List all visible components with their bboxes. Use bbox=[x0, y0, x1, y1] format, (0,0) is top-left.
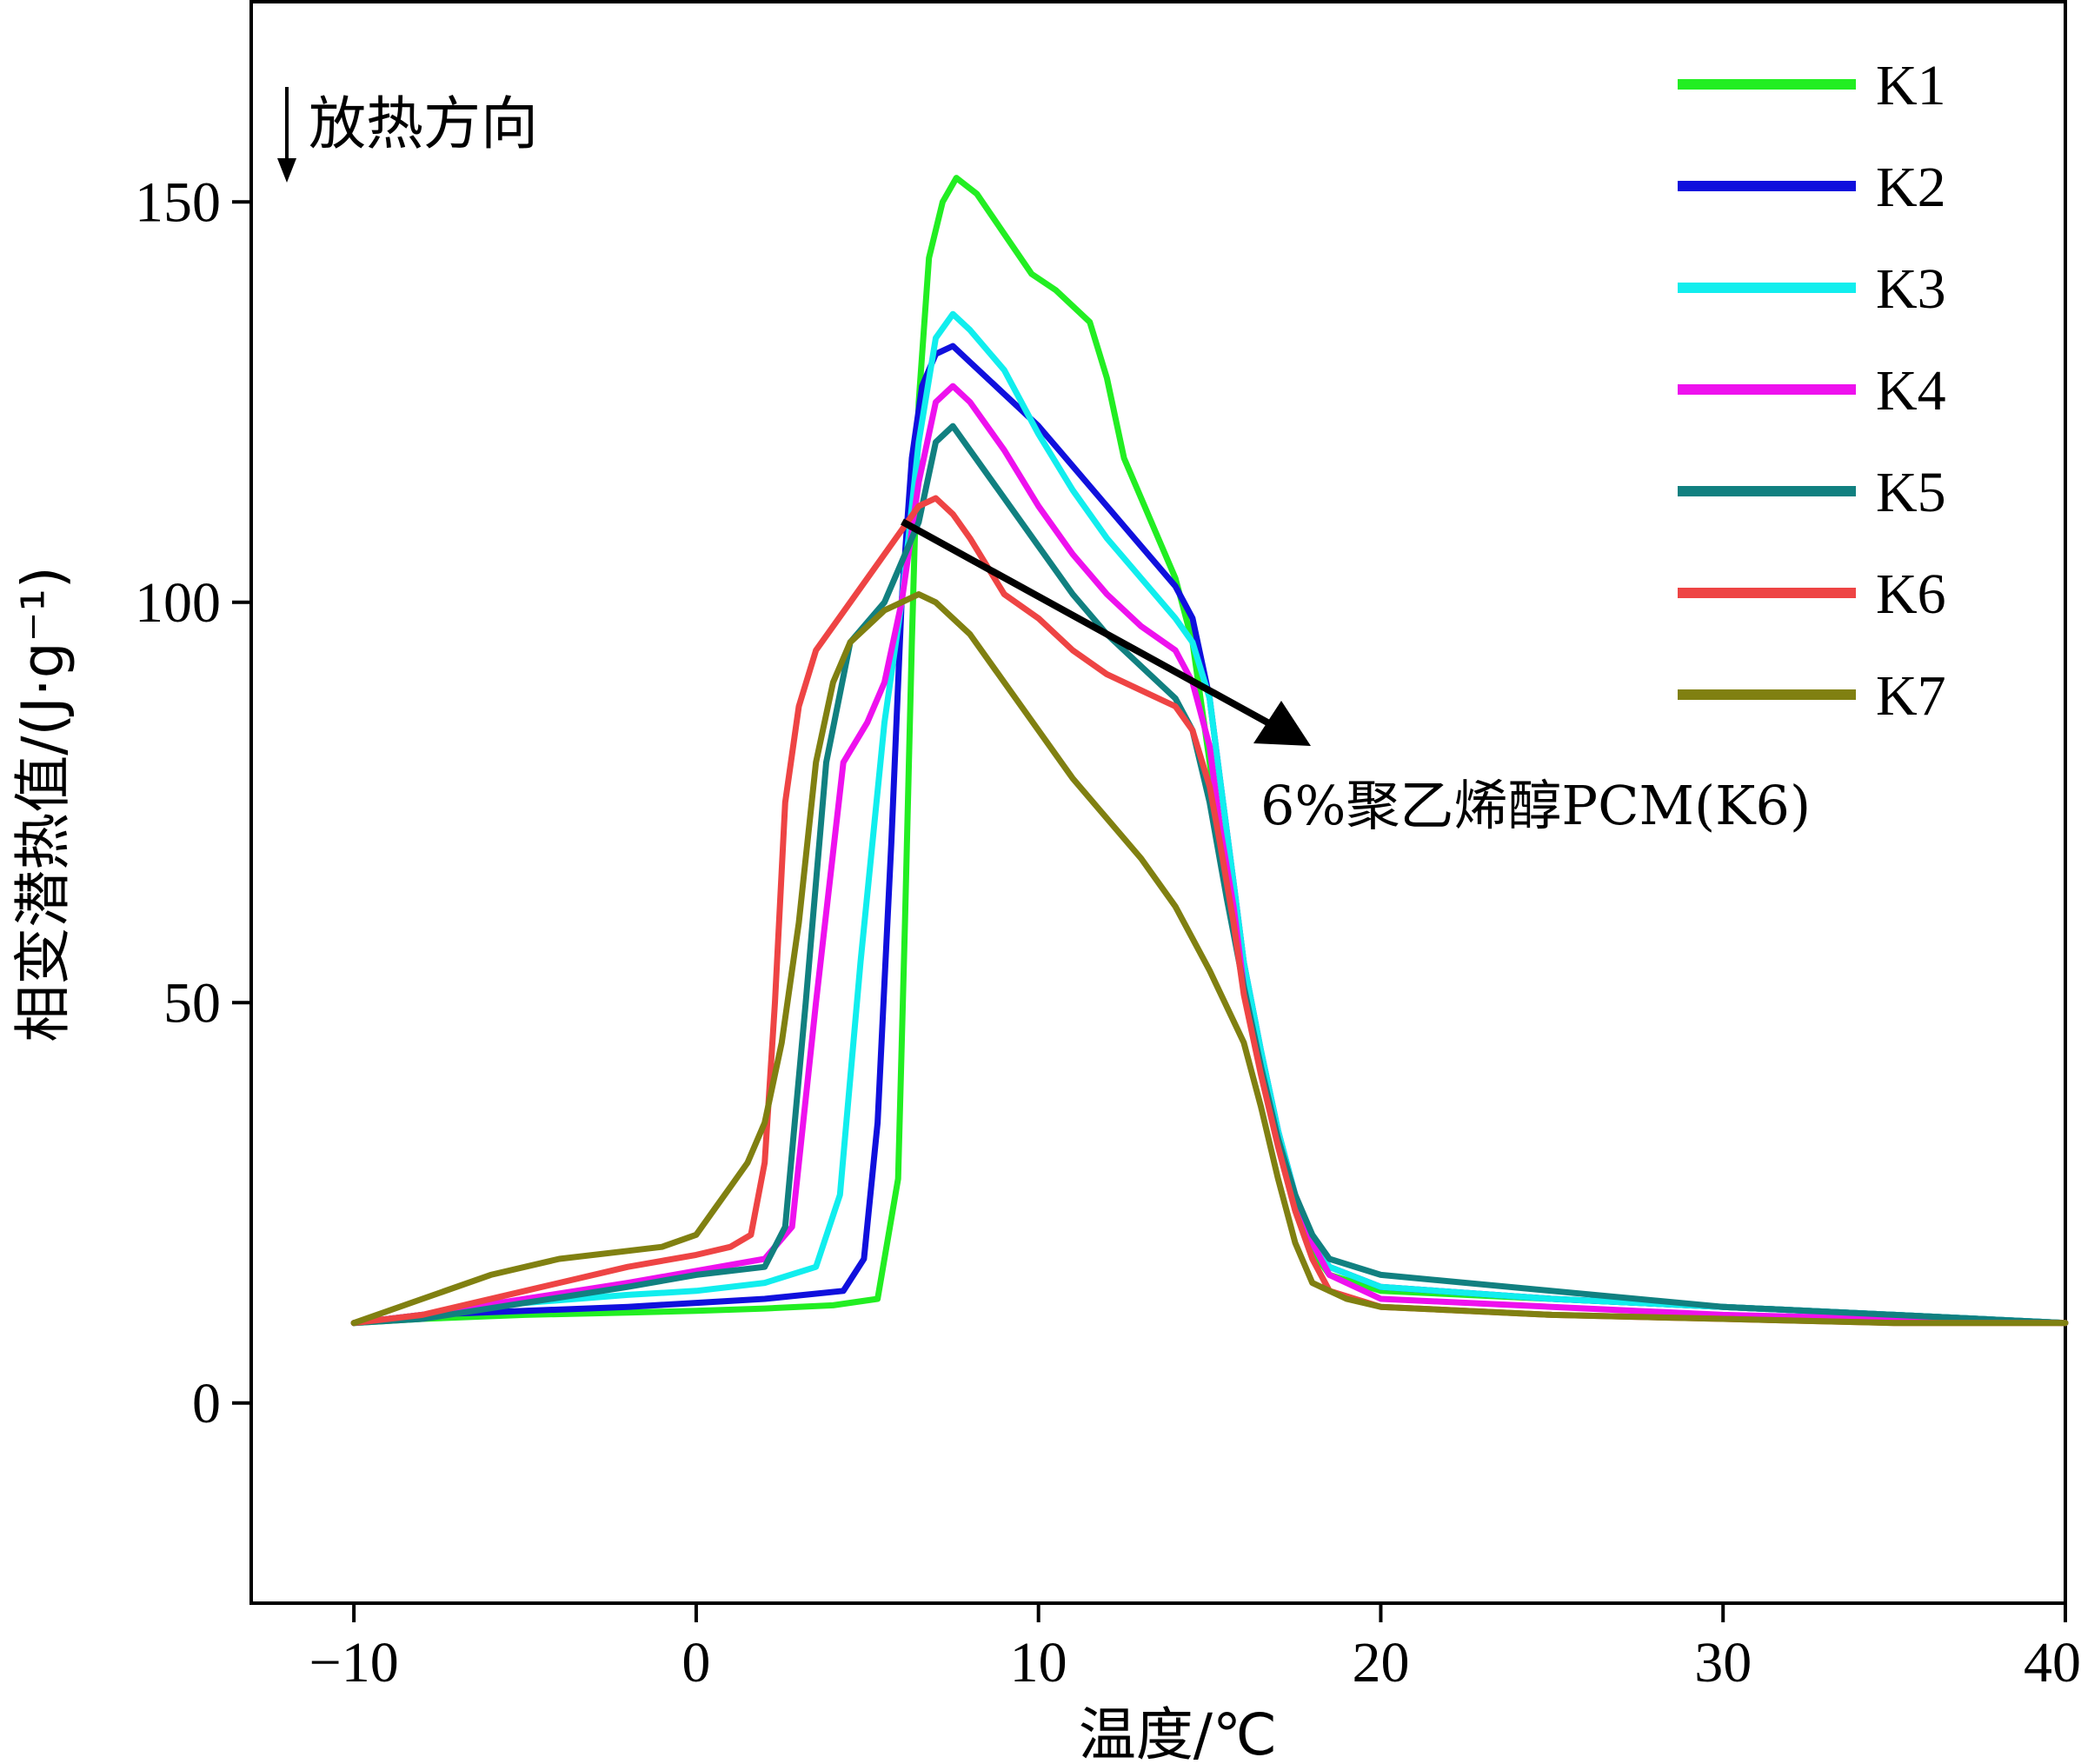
x-axis-label: 温度/℃ bbox=[1079, 1701, 1277, 1764]
x-axis-ticks: −10 0 10 20 30 40 bbox=[309, 1603, 2081, 1694]
series-line-k4 bbox=[350, 383, 2069, 1327]
annotation-label: 6%聚乙烯醇PCM(K6) bbox=[1260, 774, 1811, 837]
legend-label-k2: K2 bbox=[1876, 156, 1946, 219]
k6-annotation: 6%聚乙烯醇PCM(K6) bbox=[901, 518, 1811, 837]
y-tick-label: 150 bbox=[135, 170, 221, 234]
series-lines bbox=[350, 175, 2069, 1327]
series-line-k5 bbox=[350, 423, 2069, 1327]
y-axis-label: 相变潜热值/(J·g⁻¹) bbox=[10, 566, 76, 1042]
direction-indicator: 放热方向 bbox=[277, 87, 538, 183]
x-tick-label: −10 bbox=[309, 1631, 399, 1694]
direction-label: 放热方向 bbox=[309, 90, 538, 157]
legend-label-k5: K5 bbox=[1876, 461, 1946, 524]
y-tick-label: 0 bbox=[192, 1372, 221, 1435]
plot-frame bbox=[249, 0, 2067, 1605]
x-tick-label: 0 bbox=[681, 1631, 710, 1694]
legend-label-k3: K3 bbox=[1876, 257, 1946, 321]
x-tick-label: 20 bbox=[1352, 1631, 1409, 1694]
x-tick-label: 40 bbox=[2024, 1631, 2081, 1694]
annotation-arrow-icon bbox=[1253, 701, 1311, 746]
x-tick-label: 10 bbox=[1010, 1631, 1067, 1694]
down-arrow-icon bbox=[277, 158, 296, 183]
y-tick-label: 100 bbox=[135, 571, 221, 635]
legend: K1 K2 K3 K4 K5 K6 K7 bbox=[1678, 54, 1946, 728]
legend-label-k1: K1 bbox=[1876, 54, 1946, 117]
y-axis-ticks: 0 50 100 150 bbox=[135, 170, 251, 1435]
series-line-k7 bbox=[350, 591, 2069, 1327]
series-line-k6 bbox=[350, 495, 2069, 1327]
legend-label-k7: K7 bbox=[1876, 664, 1946, 728]
y-tick-label: 50 bbox=[163, 971, 221, 1035]
legend-label-k4: K4 bbox=[1876, 359, 1946, 423]
x-tick-label: 30 bbox=[1694, 1631, 1752, 1694]
legend-label-k6: K6 bbox=[1876, 562, 1946, 626]
annotation-arrow-shaft bbox=[901, 518, 1271, 727]
